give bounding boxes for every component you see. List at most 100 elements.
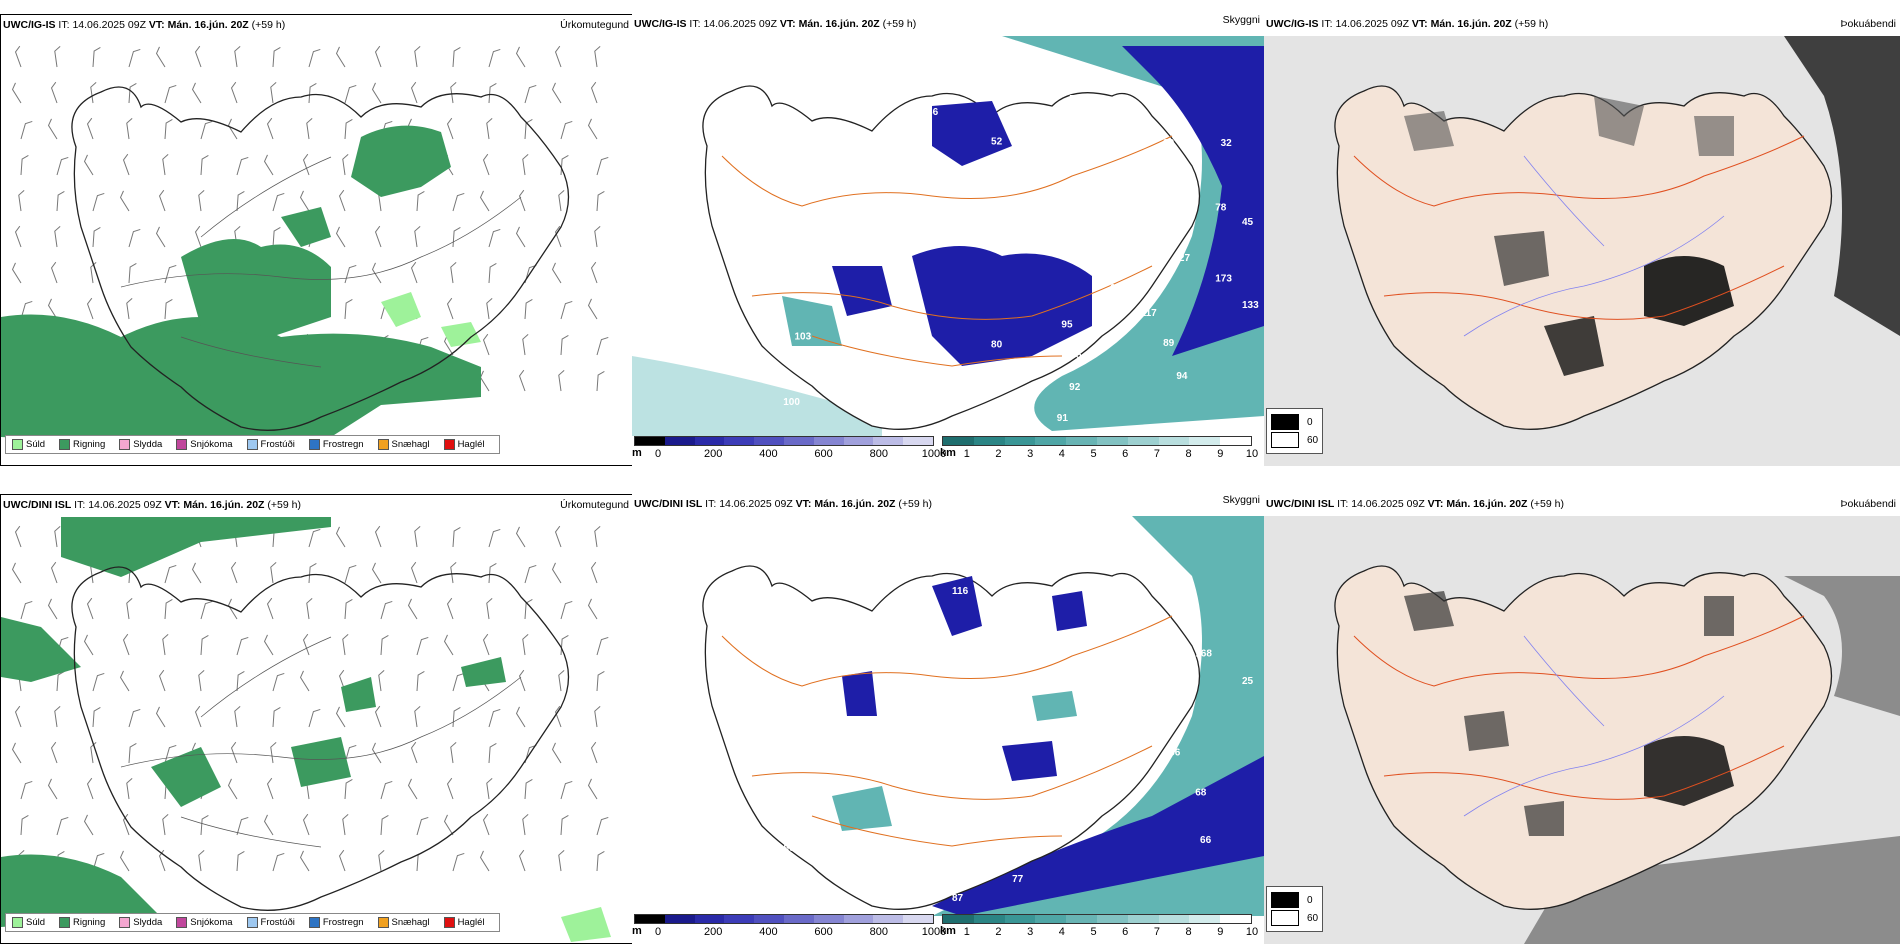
- wind-barb: [342, 153, 349, 176]
- legend-label: Snjókoma: [190, 917, 233, 928]
- legend-label: Slydda: [133, 439, 163, 450]
- wind-barb: [230, 741, 238, 764]
- panel-title: UWC/DINI ISL IT: 14.06.2025 09Z VT: Mán.…: [634, 498, 932, 510]
- visibility-value-label: 65: [835, 382, 847, 393]
- wind-barb: [302, 633, 310, 656]
- colorbar-bin: [843, 915, 874, 923]
- fog-key-label: 0: [1307, 416, 1313, 428]
- init-time: 14.06.2025 09Z: [72, 19, 146, 31]
- rain-area: [1, 314, 481, 447]
- colorbar-tick: 200: [704, 926, 723, 938]
- wind-barb: [299, 670, 310, 692]
- wind-barb: [446, 117, 454, 140]
- wind-barb: [452, 227, 461, 248]
- wind-barb: [452, 192, 465, 212]
- wind-barb: [374, 225, 382, 248]
- wind-barb: [14, 45, 22, 68]
- fog-dense: [1494, 231, 1549, 286]
- colorbar-bin: [1189, 915, 1221, 923]
- legend-label: Súld: [26, 917, 46, 928]
- wind-barb: [227, 778, 238, 800]
- visibility-value-label: 66: [1200, 835, 1212, 846]
- legend-label: Súld: [26, 439, 46, 450]
- colorbar-bin: [943, 915, 974, 923]
- roads: [120, 636, 522, 848]
- sea-visibility: [1122, 46, 1264, 356]
- wind-barb: [518, 189, 526, 212]
- fog-key: 0 60: [1266, 408, 1324, 454]
- km-colorbar: 1 2 3 4 5 6 7 8 9 10 km: [940, 436, 1258, 462]
- colorbar-bin: [635, 915, 665, 923]
- wind-barb: [488, 48, 501, 68]
- visibility-value-label: 127: [913, 617, 930, 628]
- fog-key-label: 60: [1307, 912, 1319, 924]
- wind-barb: [488, 563, 497, 584]
- wind-barb: [11, 562, 22, 584]
- colorbar-tick: 0: [654, 926, 662, 938]
- wind-barb: [479, 190, 490, 212]
- visibility-value-label: 77: [1012, 874, 1024, 885]
- legend-swatch: [308, 917, 320, 928]
- wind-barb: [596, 851, 605, 872]
- wind-barb: [590, 261, 598, 284]
- colorbar-tick: 9: [1217, 926, 1224, 938]
- wind-barb: [128, 228, 141, 248]
- colorbar-bin: [754, 915, 784, 923]
- wind-barb: [344, 264, 357, 284]
- colorbar-strip: [942, 436, 1252, 446]
- fog-dense: [1404, 591, 1734, 836]
- colorbar-bin: [1127, 437, 1159, 445]
- wind-barb: [374, 705, 382, 728]
- roads: [721, 615, 1173, 847]
- visibility-value-label: 127: [1173, 253, 1190, 264]
- wind-barb: [299, 190, 310, 212]
- wind-barb: [596, 336, 609, 356]
- wind-barb: [266, 117, 274, 140]
- wind-barb: [162, 153, 169, 176]
- wind-barb: [380, 635, 389, 656]
- wind-barb: [56, 671, 65, 692]
- wind-barb: [50, 261, 58, 284]
- wind-barb: [518, 669, 526, 692]
- wind-barb: [594, 45, 601, 68]
- colorbar-tick: 7: [1153, 926, 1160, 938]
- colorbar-unit: m: [632, 447, 642, 459]
- wind-barb: [452, 527, 461, 548]
- colorbar-bin: [1158, 437, 1190, 445]
- wind-barb: [47, 118, 58, 140]
- wind-barb: [90, 741, 97, 764]
- rain-area: [1, 617, 81, 682]
- colorbar-tick: 2: [995, 448, 1002, 460]
- wind-barb: [20, 815, 29, 836]
- wind-barb: [230, 81, 238, 104]
- visibility-value-label: 133: [1242, 300, 1259, 311]
- wind-barb: [515, 706, 526, 728]
- wind-barb: [410, 81, 418, 104]
- legend-item: Snjókoma: [176, 917, 233, 928]
- wind-barb: [54, 45, 61, 68]
- wind-barb: [587, 118, 598, 140]
- precip-map: [1, 517, 611, 942]
- wind-barb: [554, 705, 562, 728]
- roads: [1353, 615, 1805, 800]
- colorbar-tick: 3: [1027, 448, 1034, 460]
- legend-swatch: [443, 917, 455, 928]
- visibility-value-label: 100: [783, 397, 800, 408]
- visibility-value-label: 45: [1242, 217, 1254, 228]
- legend-label: Haglél: [457, 917, 485, 928]
- visibility-value-label: 42: [653, 176, 665, 187]
- wind-barb: [126, 297, 133, 320]
- rain-area: [351, 125, 451, 197]
- colorbar-tick: 600: [814, 448, 833, 460]
- wind-barb: [126, 597, 133, 620]
- colorbar-tick: 200: [704, 448, 723, 460]
- legend-label: Frostúði: [260, 439, 295, 450]
- wind-barb: [554, 525, 562, 548]
- colorbar-strip: [634, 436, 934, 446]
- visibility-value-label: 75: [952, 398, 964, 409]
- colorbar-bin: [724, 437, 755, 445]
- wind-barb: [410, 261, 418, 284]
- colorbar-bin: [813, 437, 844, 445]
- wind-barb: [344, 119, 353, 140]
- wind-barb: [486, 297, 493, 320]
